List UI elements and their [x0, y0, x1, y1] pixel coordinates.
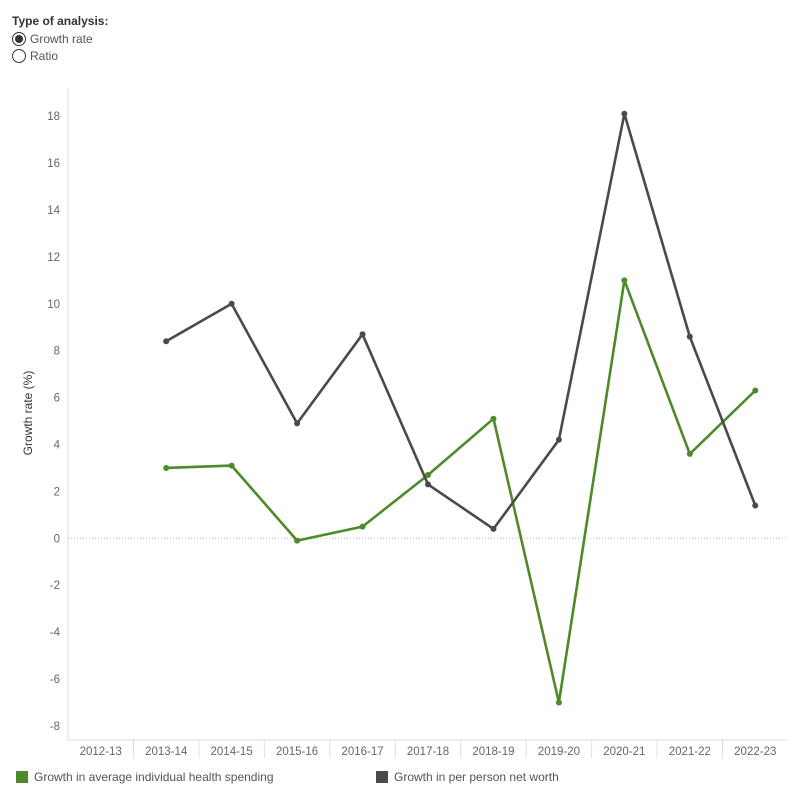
data-point-0	[555, 699, 562, 706]
y-tick-label: 12	[47, 252, 60, 264]
y-tick-label: 6	[54, 393, 60, 405]
filter-title: Type of analysis:	[12, 14, 109, 28]
data-point-1	[752, 502, 759, 509]
x-tick-label: 2017-18	[407, 746, 449, 758]
x-tick-label: 2015-16	[276, 746, 318, 758]
y-tick-label: 14	[47, 205, 60, 217]
radio-ratio[interactable]: Ratio	[12, 49, 58, 63]
legend-item-health[interactable]: Growth in average individual health spen…	[16, 770, 274, 784]
data-point-1	[621, 110, 628, 117]
data-point-0	[163, 464, 170, 471]
x-tick-label: 2020-21	[603, 746, 645, 758]
legend-swatch-networth	[376, 771, 388, 783]
series-line-1	[165, 112, 757, 531]
y-tick-label: 16	[47, 158, 60, 170]
x-tick-label: 2016-17	[341, 746, 383, 758]
radio-unselected-icon[interactable]	[12, 49, 26, 63]
y-tick-label: 8	[54, 346, 60, 358]
radio-growth-rate[interactable]: Growth rate	[12, 32, 93, 46]
data-point-0	[359, 523, 366, 530]
data-point-0	[490, 415, 497, 422]
radio-selected-icon[interactable]	[12, 32, 26, 46]
data-point-1	[555, 436, 562, 443]
data-point-1	[359, 331, 366, 338]
y-tick-label: 4	[54, 439, 61, 451]
x-tick-label: 2022-23	[734, 746, 776, 758]
data-point-0	[228, 462, 235, 469]
series-layer	[163, 110, 759, 706]
y-tick-label: -2	[50, 580, 60, 592]
y-tick-label: 2	[54, 486, 60, 498]
legend-label-health: Growth in average individual health spen…	[34, 770, 274, 784]
data-point-1	[228, 300, 235, 307]
series-line-0	[166, 278, 757, 704]
data-point-1	[686, 333, 693, 340]
x-tick-label: 2018-19	[472, 746, 514, 758]
data-point-1	[425, 481, 431, 488]
y-tick-label: 18	[47, 111, 60, 123]
y-tick-label: 10	[47, 299, 60, 311]
axes: 18 16 14 12 10 8 6 4 2 0 -2 -4 -6 -8 2012-13 2013-14 201…	[47, 88, 788, 758]
legend-item-networth[interactable]: Growth in per person net worth	[376, 770, 559, 784]
y-tick-label: -8	[50, 721, 60, 733]
data-point-0	[294, 537, 301, 544]
radio-growth-rate-label: Growth rate	[30, 32, 93, 46]
data-point-1	[163, 338, 170, 345]
data-point-1	[490, 525, 497, 532]
y-axis-title: Growth rate (%)	[21, 371, 35, 456]
legend-swatch-health	[16, 771, 28, 783]
y-tick-label: -6	[50, 674, 60, 686]
x-tick-label: 2013-14	[145, 746, 188, 758]
y-tick-label: -4	[50, 627, 61, 639]
x-tick-label: 2019-20	[538, 746, 580, 758]
radio-ratio-label: Ratio	[30, 49, 59, 63]
data-point-0	[686, 450, 693, 457]
legend-label-networth: Growth in per person net worth	[394, 770, 559, 784]
data-point-0	[621, 277, 628, 284]
x-tick-label: 2014-15	[211, 746, 253, 758]
data-point-1	[294, 420, 301, 427]
y-tick-label: 0	[54, 533, 60, 545]
data-point-0	[752, 387, 759, 394]
x-tick-label: 2021-22	[669, 746, 711, 758]
x-tick-label: 2012-13	[80, 746, 122, 758]
data-point-0	[425, 471, 431, 478]
